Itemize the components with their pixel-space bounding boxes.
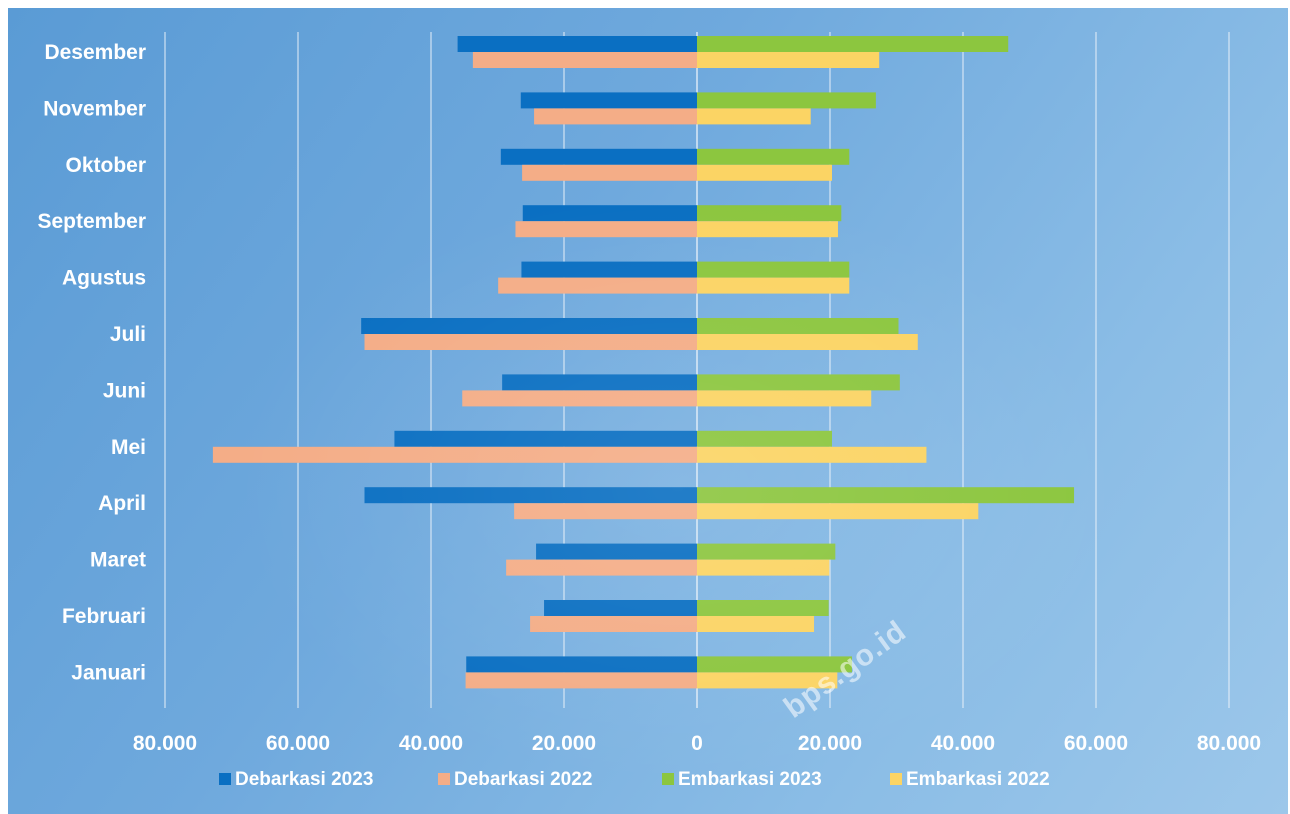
- bar-embarkasi-2022: [697, 446, 927, 463]
- bar-debarkasi-2023: [520, 92, 697, 109]
- bar-embarkasi-2022: [697, 503, 979, 520]
- x-tick-labels: 80.000 60.000 40.000 20.000 0 20.000 40.000 60.…: [133, 732, 1261, 755]
- x-tick-label: 40.000: [931, 732, 995, 755]
- bar-embarkasi-2022: [697, 221, 838, 238]
- bar-embarkasi-2022: [697, 390, 872, 407]
- bar-debarkasi-2022: [515, 221, 697, 238]
- bar-debarkasi-2022: [472, 52, 697, 68]
- background-glow: [228, 188, 1128, 788]
- bar-embarkasi-2023: [697, 205, 842, 222]
- bar-debarkasi-2023: [364, 487, 697, 504]
- category-label: April: [98, 492, 146, 515]
- bar-debarkasi-2023: [521, 261, 697, 278]
- butterfly-bar-chart: Desember November Oktober September Agustus J…: [37, 32, 1261, 790]
- category-label: September: [37, 210, 146, 233]
- bar-embarkasi-2023: [697, 600, 829, 616]
- bar-embarkasi-2022: [697, 108, 811, 125]
- bar-debarkasi-2022: [530, 616, 697, 632]
- bar-debarkasi-2022: [364, 334, 697, 350]
- bar-embarkasi-2023: [697, 656, 852, 673]
- legend-swatch: [438, 773, 450, 785]
- legend-swatch: [219, 773, 231, 785]
- bar-embarkasi-2022: [697, 334, 918, 350]
- category-labels: Desember November Oktober September Agustus J…: [37, 41, 146, 684]
- category-label: Juli: [110, 323, 146, 346]
- bar-embarkasi-2022: [697, 164, 832, 181]
- bar-debarkasi-2022: [506, 559, 697, 576]
- bar-debarkasi-2023: [394, 430, 697, 447]
- bar-debarkasi-2022: [212, 446, 697, 463]
- bar-embarkasi-2023: [697, 318, 899, 334]
- bar-debarkasi-2023: [457, 36, 697, 52]
- legend-label: Embarkasi 2022: [906, 769, 1050, 790]
- bar-embarkasi-2022: [697, 616, 815, 632]
- bar-debarkasi-2022: [465, 672, 697, 689]
- bar-embarkasi-2023: [697, 487, 1075, 504]
- category-label: Maret: [90, 549, 146, 572]
- category-label: Mei: [111, 436, 146, 459]
- chart-frame: Desember November Oktober September Agustus J…: [8, 8, 1288, 814]
- legend: Debarkasi 2023 Debarkasi 2022 Embarkasi 20…: [219, 769, 1050, 790]
- legend-label: Debarkasi 2022: [454, 769, 592, 790]
- bar-debarkasi-2023: [500, 148, 697, 165]
- bar-embarkasi-2023: [697, 148, 850, 165]
- category-label: November: [43, 97, 146, 120]
- bar-embarkasi-2023: [697, 374, 900, 391]
- bar-embarkasi-2023: [697, 36, 1009, 52]
- legend-swatch: [890, 773, 902, 785]
- legend-label: Debarkasi 2023: [235, 769, 373, 790]
- x-tick-label: 60.000: [1064, 732, 1128, 755]
- x-tick-label: 80.000: [133, 732, 197, 755]
- bar-debarkasi-2023: [466, 656, 697, 673]
- category-label: Februari: [62, 605, 146, 628]
- bar-debarkasi-2023: [536, 543, 697, 560]
- x-tick-label: 20.000: [532, 732, 596, 755]
- bar-embarkasi-2022: [697, 52, 880, 68]
- x-tick-label: 0: [691, 732, 703, 755]
- x-tick-label: 80.000: [1197, 732, 1261, 755]
- bar-embarkasi-2022: [697, 672, 838, 689]
- bar-debarkasi-2023: [502, 374, 697, 391]
- category-label: Januari: [71, 661, 146, 684]
- bar-debarkasi-2022: [534, 108, 697, 125]
- bar-debarkasi-2023: [544, 600, 697, 616]
- legend-label: Embarkasi 2023: [678, 769, 822, 790]
- bar-embarkasi-2023: [697, 92, 876, 109]
- bar-debarkasi-2023: [522, 205, 697, 222]
- bar-debarkasi-2022: [522, 164, 697, 181]
- bar-embarkasi-2023: [697, 430, 832, 447]
- bar-embarkasi-2023: [697, 543, 836, 560]
- grid-lines: [164, 32, 1230, 708]
- bar-embarkasi-2022: [697, 559, 830, 576]
- category-label: Juni: [103, 379, 146, 402]
- bar-debarkasi-2023: [361, 318, 697, 334]
- bars: [212, 36, 1075, 689]
- category-label: Agustus: [62, 267, 146, 290]
- x-tick-label: 20.000: [798, 732, 862, 755]
- bar-embarkasi-2023: [697, 261, 850, 278]
- category-label: Oktober: [65, 154, 146, 177]
- x-tick-label: 40.000: [399, 732, 463, 755]
- legend-swatch: [662, 773, 674, 785]
- x-tick-label: 60.000: [266, 732, 330, 755]
- bar-debarkasi-2022: [514, 503, 697, 520]
- bar-debarkasi-2022: [462, 390, 697, 407]
- category-label: Desember: [44, 41, 146, 64]
- bar-embarkasi-2022: [697, 277, 850, 294]
- bar-debarkasi-2022: [498, 277, 697, 294]
